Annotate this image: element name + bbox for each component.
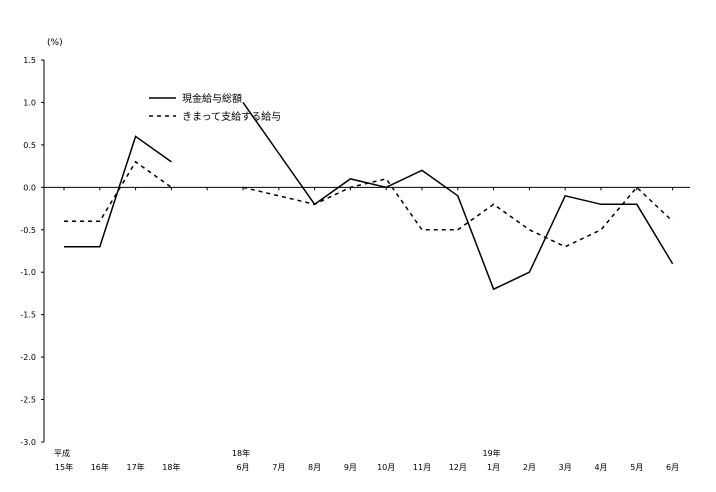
x-tick-label-upper: 18年 (232, 448, 250, 458)
series-line-solid-segment-1 (64, 135, 172, 248)
x-tick-label: 10月 (377, 463, 395, 472)
x-tick-label: 15年 (55, 462, 73, 472)
x-tick-label: 9月 (344, 463, 357, 472)
y-tick-label: -0.5 (20, 226, 36, 235)
legend-label-2: きまって支給する給与 (182, 110, 281, 123)
x-tick-label: 7月 (272, 463, 285, 472)
x-tick-label: 1月 (487, 463, 500, 472)
y-tick-label: -2.0 (20, 353, 36, 362)
series-line-dashed-segment-2 (242, 177, 674, 248)
x-tick-label: 5月 (630, 463, 643, 472)
legend-label-1: 現金給与総額 (182, 92, 242, 105)
y-tick-label: -1.5 (20, 311, 36, 320)
x-tick-label-upper: 19年 (483, 448, 501, 458)
y-axis-unit-label: (%) (47, 38, 63, 48)
series-line-solid-segment-2 (242, 102, 674, 291)
x-tick-label: 8月 (308, 463, 321, 472)
y-tick-label: -3.0 (20, 438, 36, 447)
x-tick-label: 6月 (236, 463, 249, 472)
y-tick-label: 1.5 (23, 56, 36, 65)
x-tick-label: 12月 (449, 463, 467, 472)
x-tick-label-upper: 平成 (54, 448, 70, 458)
x-tick-label: 11月 (413, 463, 431, 472)
x-tick-label: 18年 (162, 462, 180, 472)
y-tick-label: 1.0 (23, 98, 36, 107)
x-tick-label: 17年 (127, 462, 145, 472)
y-tick-label: -2.5 (20, 396, 36, 405)
series-line-dashed-segment-1 (64, 160, 172, 223)
x-tick-label: 2月 (523, 463, 536, 472)
y-tick-label: 0.0 (23, 183, 36, 192)
y-tick-label: -1.0 (20, 268, 36, 277)
x-tick-label: 6月 (666, 463, 679, 472)
x-tick-label: 4月 (594, 463, 607, 472)
x-tick-label: 16年 (91, 462, 109, 472)
y-tick-label: 0.5 (23, 141, 36, 150)
x-tick-label: 3月 (559, 463, 572, 472)
